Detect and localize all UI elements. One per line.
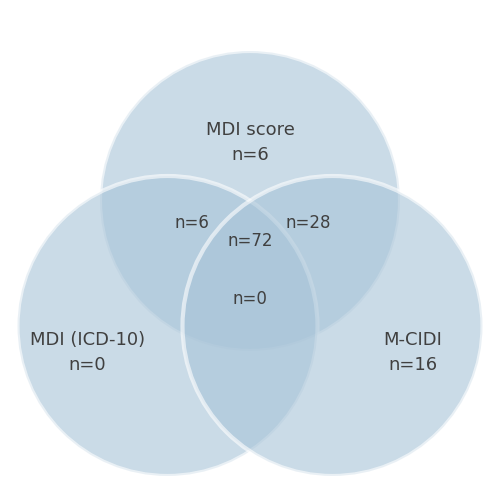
Text: MDI score: MDI score [206,121,294,139]
Text: M-CIDI: M-CIDI [383,331,442,349]
Text: n=16: n=16 [388,356,437,374]
Text: n=0: n=0 [68,356,106,374]
Circle shape [18,176,318,476]
Text: n=72: n=72 [227,232,273,250]
Text: n=6: n=6 [174,215,209,233]
Text: MDI (ICD-10): MDI (ICD-10) [30,331,145,349]
Text: n=28: n=28 [286,215,331,233]
Text: n=6: n=6 [231,146,269,164]
Circle shape [182,176,482,476]
Circle shape [100,51,400,351]
Text: n=0: n=0 [232,289,268,308]
